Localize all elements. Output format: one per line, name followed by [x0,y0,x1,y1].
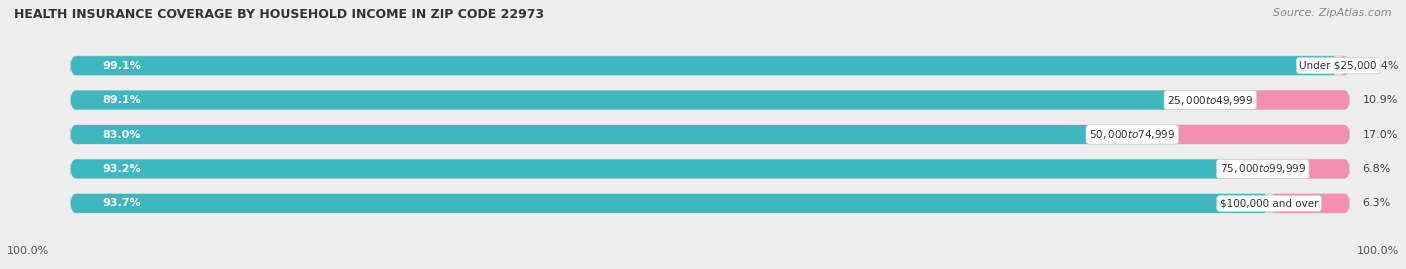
FancyBboxPatch shape [70,160,1350,178]
FancyBboxPatch shape [1270,194,1350,213]
FancyBboxPatch shape [1263,160,1350,178]
Text: 100.0%: 100.0% [7,246,49,256]
FancyBboxPatch shape [70,56,1339,75]
Text: 6.3%: 6.3% [1362,198,1391,208]
FancyBboxPatch shape [70,91,1350,109]
Text: $50,000 to $74,999: $50,000 to $74,999 [1090,128,1175,141]
FancyBboxPatch shape [1339,56,1350,75]
Text: 6.8%: 6.8% [1362,164,1391,174]
FancyBboxPatch shape [70,125,1350,144]
FancyBboxPatch shape [70,160,1263,178]
FancyBboxPatch shape [70,125,1132,144]
Text: 100.0%: 100.0% [1357,246,1399,256]
Text: $100,000 and over: $100,000 and over [1220,198,1319,208]
FancyBboxPatch shape [70,194,1350,213]
FancyBboxPatch shape [1132,125,1350,144]
Text: 0.94%: 0.94% [1362,61,1399,71]
Text: 99.1%: 99.1% [103,61,141,71]
Text: 83.0%: 83.0% [103,129,141,140]
Text: 17.0%: 17.0% [1362,129,1398,140]
Text: 10.9%: 10.9% [1362,95,1398,105]
FancyBboxPatch shape [70,194,1270,213]
Text: 93.2%: 93.2% [103,164,141,174]
FancyBboxPatch shape [70,56,1350,75]
Text: Source: ZipAtlas.com: Source: ZipAtlas.com [1274,8,1392,18]
Text: $75,000 to $99,999: $75,000 to $99,999 [1219,162,1306,175]
Text: HEALTH INSURANCE COVERAGE BY HOUSEHOLD INCOME IN ZIP CODE 22973: HEALTH INSURANCE COVERAGE BY HOUSEHOLD I… [14,8,544,21]
Text: 89.1%: 89.1% [103,95,141,105]
FancyBboxPatch shape [70,91,1211,109]
FancyBboxPatch shape [1211,91,1350,109]
Text: $25,000 to $49,999: $25,000 to $49,999 [1167,94,1254,107]
Text: 93.7%: 93.7% [103,198,141,208]
Text: Under $25,000: Under $25,000 [1299,61,1376,71]
